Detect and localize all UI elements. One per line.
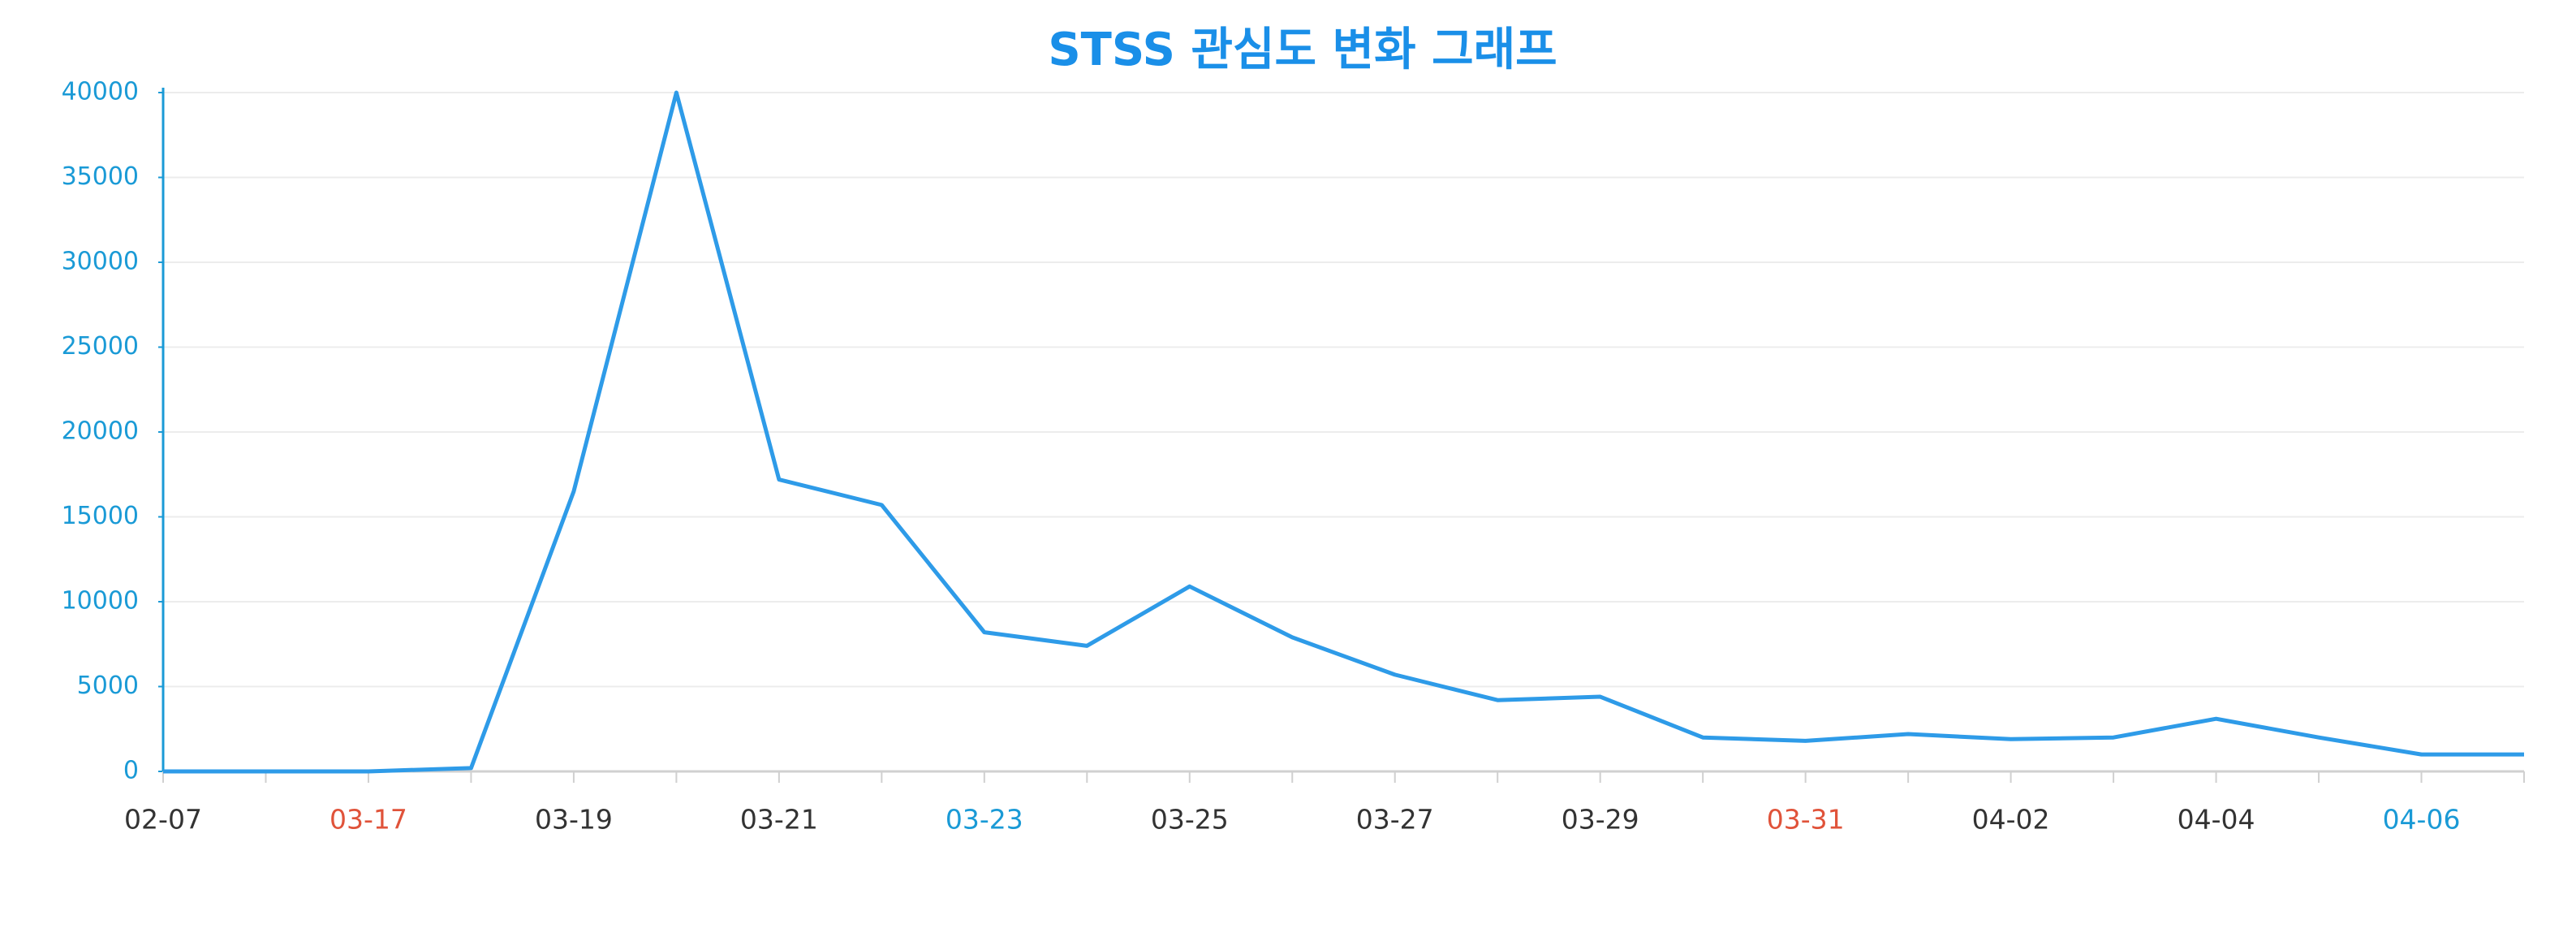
y-tick-label: 35000: [62, 162, 139, 191]
x-tick-label: 02-07: [124, 804, 202, 836]
x-tick-label: 04-04: [2178, 804, 2255, 836]
y-tick-label: 25000: [62, 332, 139, 361]
x-tick-label: 03-23: [946, 804, 1023, 836]
y-tick-label: 10000: [62, 587, 139, 616]
x-tick-label: 03-25: [1151, 804, 1229, 836]
y-tick-label: 20000: [62, 417, 139, 446]
x-tick-label: 04-02: [1972, 804, 2050, 836]
x-tick-label: 03-19: [535, 804, 613, 836]
chart-title: STSS 관심도 변화 그래프: [1048, 24, 1557, 76]
y-tick-label: 0: [123, 757, 139, 785]
y-tick-label: 40000: [62, 78, 139, 106]
line-series: [163, 90, 2524, 774]
x-tick-label: 03-29: [1562, 804, 1639, 836]
x-tick-label: 03-17: [330, 804, 407, 836]
x-tick-label: 03-27: [1356, 804, 1434, 836]
x-tick-label: 03-21: [740, 804, 818, 836]
x-tick-label: 03-31: [1767, 804, 1845, 836]
y-tick-label: 15000: [62, 502, 139, 530]
y-tick-label: 5000: [77, 672, 139, 700]
y-tick-label: 30000: [62, 248, 139, 276]
x-tick-label: 04-06: [2383, 804, 2461, 836]
